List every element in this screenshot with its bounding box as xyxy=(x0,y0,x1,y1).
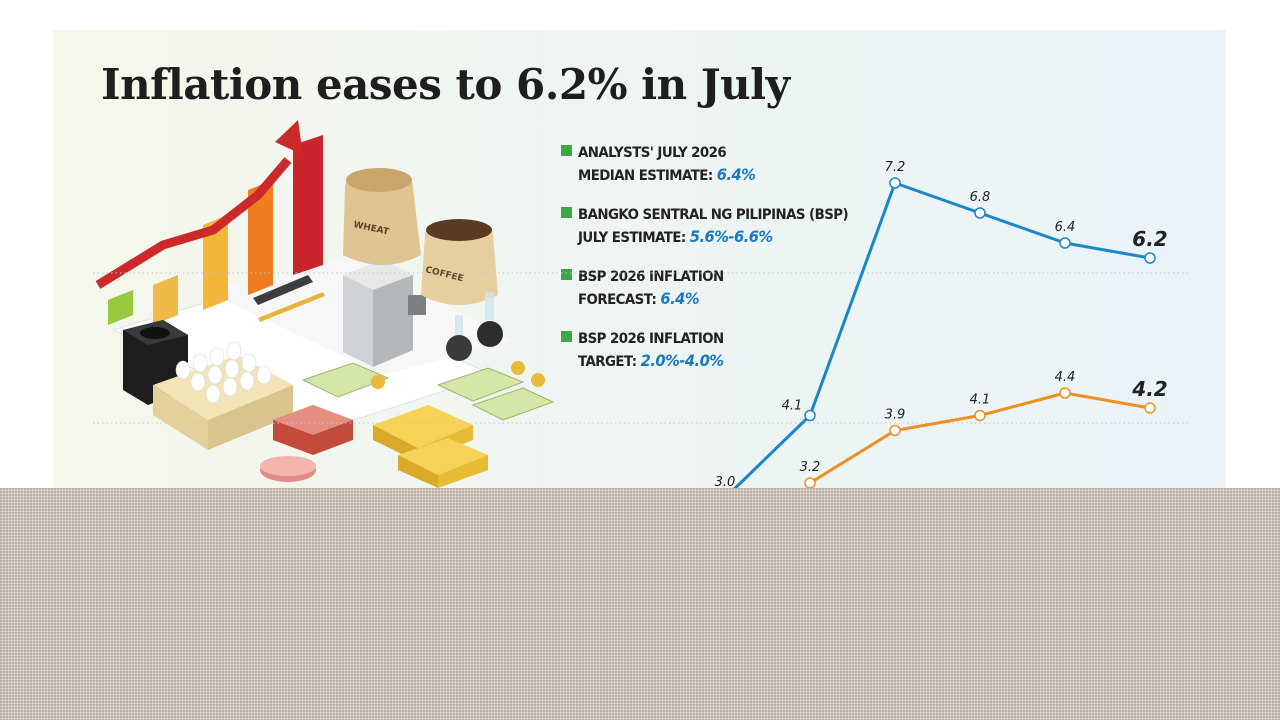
legend-item-bsp-estimate: BANGKO SENTRAL NG PILIPINAS (BSP) JULY E… xyxy=(561,204,861,249)
legend-line-1: ANALYSTS' JULY 2026 xyxy=(578,145,727,161)
series-line-1 xyxy=(723,181,1151,500)
data-label: 4.1 xyxy=(970,393,991,408)
data-point xyxy=(1059,237,1071,249)
data-point xyxy=(804,409,816,422)
data-label: 7.2 xyxy=(885,160,906,175)
meat-icon xyxy=(260,405,353,482)
arrow-up-icon xyxy=(275,120,303,155)
data-label: 6.8 xyxy=(970,190,991,205)
data-label: 6.2 xyxy=(1132,227,1167,251)
data-point xyxy=(889,424,901,437)
infographic-panel: WHEAT COFFEE Inflation eases to 6.2% in … xyxy=(53,30,1226,500)
noise-overlay xyxy=(0,488,1280,720)
legend-line-1: BSP 2026 INFLATION xyxy=(578,331,724,347)
flasks-icon xyxy=(446,292,503,361)
data-label: 4.4 xyxy=(1055,370,1076,385)
legend-item-bsp-forecast: BSP 2026 INFLATION FORECAST: 6.4% xyxy=(561,266,861,311)
coffee-sack-icon: COFFEE xyxy=(421,219,498,305)
legend-item-analysts-estimate: ANALYSTS' JULY 2026 MEDIAN ESTIMATE: 6.4… xyxy=(561,142,861,187)
legend-line-2: JULY ESTIMATE: xyxy=(578,230,686,246)
legend-swatch xyxy=(561,331,572,342)
legend-value: 2.0%-4.0% xyxy=(640,351,724,370)
data-label: 4.1 xyxy=(782,399,803,414)
legend-line-1: BANGKO SENTRAL NG PILIPINAS (BSP) xyxy=(578,207,849,223)
legend-value: 6.4% xyxy=(716,165,756,184)
data-point xyxy=(974,409,986,422)
legend-value: 6.4% xyxy=(660,289,700,308)
gold-bars-icon xyxy=(373,405,488,488)
data-label: 3.9 xyxy=(885,408,906,423)
data-point xyxy=(804,477,816,489)
fuel-can-icon xyxy=(343,260,426,367)
cash-stacks-icon xyxy=(301,361,555,421)
data-point xyxy=(889,177,901,189)
data-label: 3.0 xyxy=(715,475,736,490)
legend: ANALYSTS' JULY 2026 MEDIAN ESTIMATE: 6.4… xyxy=(561,142,861,390)
inflation-line-chart: 3.0 4.1 7.2 6.8 6.4 6.2 3.2 3.9 4.1 4.4 4.2 xyxy=(93,160,1191,500)
wheat-sack-icon: WHEAT xyxy=(343,168,421,265)
legend-swatch xyxy=(561,207,572,218)
legend-item-bsp-target: BSP 2026 INFLATION TARGET: 2.0%-4.0% xyxy=(561,328,861,373)
data-label: 3.2 xyxy=(800,460,821,475)
legend-line-2: TARGET: xyxy=(578,354,637,370)
data-point xyxy=(1144,402,1156,414)
data-point xyxy=(974,207,986,219)
legend-value: 5.6%-6.6% xyxy=(689,227,773,246)
legend-line-2: MEDIAN ESTIMATE: xyxy=(578,168,713,184)
pencil-icon xyxy=(258,292,325,322)
marker-icon xyxy=(253,275,313,305)
chart-title: Inflation eases to 6.2% in July xyxy=(101,60,790,109)
data-point xyxy=(1144,252,1156,264)
legend-line-2: FORECAST: xyxy=(578,292,657,308)
data-label: 6.4 xyxy=(1055,220,1076,235)
bar-graph-illustration xyxy=(95,120,323,325)
data-point xyxy=(1059,387,1071,399)
legend-swatch xyxy=(561,269,572,280)
eggs-tray-icon xyxy=(153,341,293,450)
legend-swatch xyxy=(561,145,572,156)
data-label: 4.2 xyxy=(1131,377,1167,401)
inflation-illustration: WHEAT COFFEE xyxy=(95,120,555,488)
